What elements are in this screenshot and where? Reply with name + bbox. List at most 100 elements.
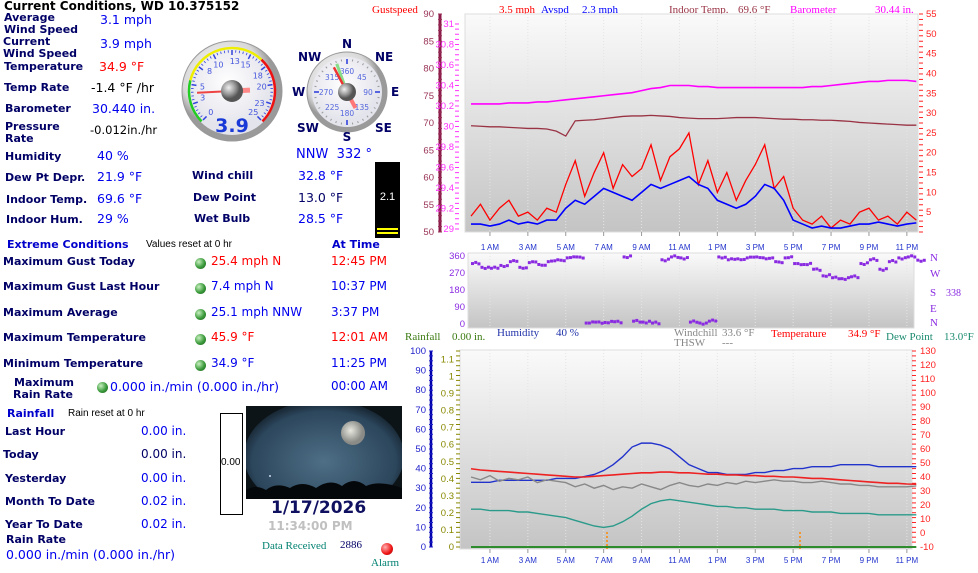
wind-direction-point bbox=[831, 276, 835, 280]
compass-tick bbox=[357, 120, 359, 124]
y-tick-label: 60 bbox=[920, 444, 931, 455]
y-tick-label: 50 bbox=[926, 29, 937, 40]
y-tick-label: 0.5 bbox=[441, 457, 454, 468]
compass-axis-label: N bbox=[930, 252, 938, 264]
x-tick-label: 3 AM bbox=[519, 243, 538, 252]
extreme-value: 7.4 mph N bbox=[211, 279, 274, 293]
gauge-scale-label: 23 bbox=[254, 99, 264, 108]
uv-bar bbox=[377, 232, 398, 234]
gauge-tick bbox=[269, 99, 273, 101]
wind-direction-point bbox=[853, 274, 857, 278]
y-tick-label: 40 bbox=[926, 68, 937, 79]
y-tick-label: 35 bbox=[926, 88, 937, 99]
barometer-value: 30.440 in. bbox=[92, 101, 156, 116]
compass-tick bbox=[362, 63, 364, 66]
current-wind-label: Current Wind Speed bbox=[3, 35, 78, 60]
wind-direction-point bbox=[846, 276, 850, 280]
wind-direction-point bbox=[906, 255, 910, 259]
rainfall-label: Last Hour bbox=[5, 425, 66, 438]
wind-direction-point bbox=[531, 260, 535, 264]
y-tick-label: 60 bbox=[415, 424, 426, 435]
wind-direction-point bbox=[679, 256, 683, 260]
compass-sw: SW bbox=[297, 121, 319, 135]
y-tick-label: 270 bbox=[449, 268, 465, 279]
wind-direction-point bbox=[707, 319, 711, 323]
compass-tick bbox=[366, 115, 369, 118]
wind-direction-point bbox=[891, 259, 895, 263]
humidity-label: Humidity bbox=[5, 150, 62, 163]
wind-direction-point bbox=[840, 277, 844, 281]
wind-direction-point bbox=[726, 258, 730, 262]
wind-direction-point bbox=[887, 260, 891, 264]
wind-direction-point bbox=[711, 318, 715, 322]
temp-rate-value: -1.4 °F /hr bbox=[91, 80, 155, 95]
legend-thsw-label: THSW bbox=[674, 337, 706, 349]
gauge-tick bbox=[216, 52, 219, 56]
x-tick-label: 7 AM bbox=[595, 556, 614, 565]
wind-direction-point bbox=[537, 263, 541, 266]
wind-chill-label: Wind chill bbox=[192, 169, 254, 182]
wind-direction-plot bbox=[467, 252, 915, 329]
wind-direction-point bbox=[546, 260, 550, 264]
wind-direction-point bbox=[477, 262, 481, 266]
compass-tick bbox=[373, 75, 376, 77]
x-tick-label: 9 AM bbox=[632, 556, 651, 565]
status-dot-icon bbox=[195, 360, 206, 371]
extreme-time: 10:37 PM bbox=[331, 279, 387, 293]
wind-direction-point bbox=[881, 268, 885, 272]
y-tick-label: 30.4 bbox=[436, 81, 455, 92]
wind-direction-point bbox=[900, 257, 904, 261]
alarm-icon[interactable] bbox=[381, 543, 393, 555]
x-tick-label: 11 AM bbox=[668, 556, 690, 565]
y-tick-label: 40 bbox=[920, 472, 931, 483]
wind-direction-value: 338 bbox=[946, 288, 961, 299]
uv-bar bbox=[377, 228, 398, 230]
wind-direction-point bbox=[913, 255, 917, 259]
gauge-tick bbox=[203, 60, 206, 64]
legend-rain-label: Rainfall bbox=[405, 331, 440, 343]
wind-direction-point bbox=[688, 320, 692, 324]
y-tick-label: 75 bbox=[423, 91, 434, 102]
y-tick-label: 29 bbox=[443, 224, 454, 235]
legend-gust-label: Gustspeed bbox=[372, 4, 418, 16]
wind-direction-point bbox=[730, 257, 734, 261]
gauge-tick bbox=[267, 105, 270, 108]
gauge-yellow-zone bbox=[189, 46, 263, 81]
y-tick-label: 360 bbox=[449, 251, 465, 262]
wind-direction-point bbox=[717, 255, 721, 259]
wind-direction-point bbox=[572, 255, 576, 259]
wind-direction-point bbox=[625, 256, 629, 260]
legend-humidity-label: Humidity bbox=[497, 327, 540, 339]
wind-direction-point bbox=[704, 321, 708, 325]
wind-direction-point bbox=[565, 256, 569, 260]
gauge-tick bbox=[266, 101, 272, 105]
wind-direction-point bbox=[616, 319, 620, 323]
wind-direction-point bbox=[843, 277, 847, 281]
y-tick-label: 100 bbox=[410, 346, 426, 357]
wind-direction-point bbox=[493, 265, 497, 269]
wind-direction-point bbox=[767, 256, 771, 260]
temperature-value: 34.9 °F bbox=[99, 59, 145, 74]
wind-direction-point bbox=[922, 258, 926, 262]
compass-tick bbox=[366, 66, 369, 69]
compass-se: SE bbox=[375, 121, 392, 135]
gauge-scale-label: 25 bbox=[248, 108, 258, 117]
wind-direction-point bbox=[701, 322, 705, 326]
wind-direction-point bbox=[521, 266, 525, 270]
x-tick-label: 9 AM bbox=[632, 243, 651, 252]
wind-direction-point bbox=[903, 256, 907, 260]
y-tick-label: 0.3 bbox=[441, 491, 454, 502]
max-rain-rate-value: 0.000 in./min (0.000 in./hr) bbox=[110, 379, 280, 394]
gauge-tick bbox=[252, 56, 255, 59]
wind-direction-point bbox=[695, 320, 699, 324]
wind-direction-point bbox=[587, 321, 591, 325]
legend-dewpoint-value: 13.0°F bbox=[944, 331, 974, 343]
wind-direction-point bbox=[676, 255, 680, 259]
wind-direction-readout: NNW 332 ° bbox=[296, 147, 372, 160]
wind-direction-point bbox=[793, 262, 797, 266]
wind-direction-point bbox=[527, 261, 531, 265]
alarm-label[interactable]: Alarm bbox=[371, 557, 400, 569]
y-tick-label: 90 bbox=[415, 366, 426, 377]
series-indoor-temp- bbox=[470, 114, 917, 137]
compass-scale-label: 270 bbox=[319, 88, 334, 97]
